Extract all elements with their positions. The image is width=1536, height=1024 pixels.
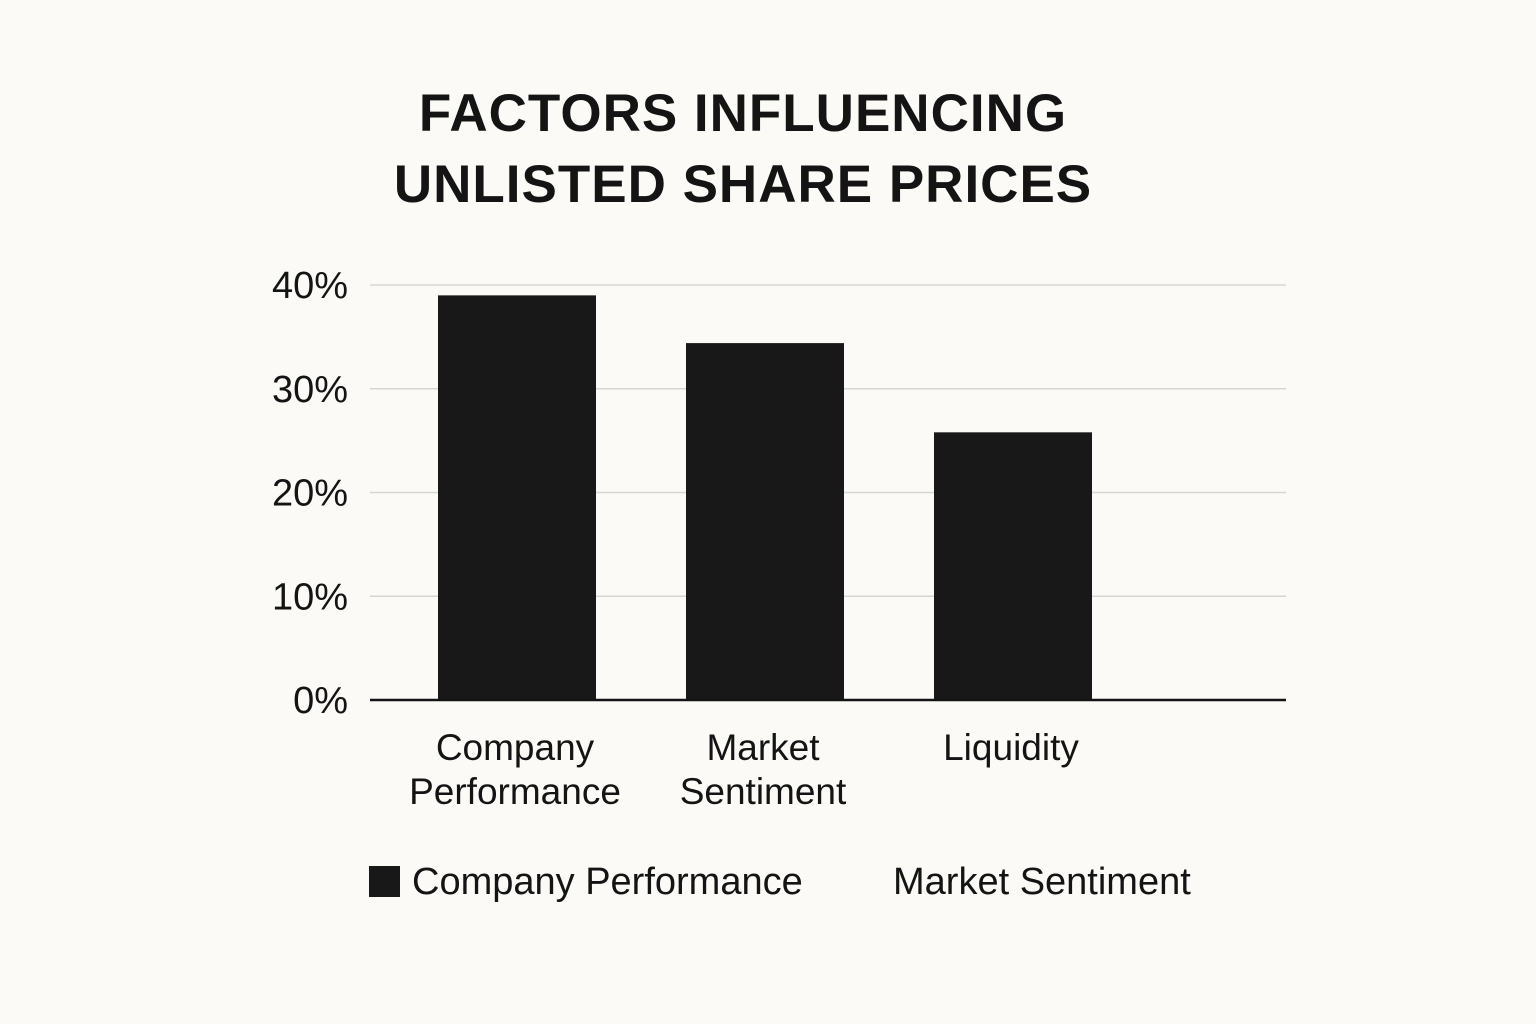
x-tick-label: Performance: [409, 771, 621, 812]
bar: [934, 432, 1092, 700]
bar: [438, 295, 596, 700]
chart-title-line-2: UNLISTED SHARE PRICES: [393, 155, 1093, 214]
y-tick-label: 30%: [272, 369, 348, 411]
legend-label-market-sentiment: Market Sentiment: [893, 861, 1191, 903]
y-tick-label: 40%: [272, 265, 348, 307]
legend-swatch-company-performance: [369, 866, 400, 897]
y-tick-label: 20%: [272, 473, 348, 515]
x-tick-label: Liquidity: [943, 727, 1079, 768]
bar: [686, 343, 844, 700]
x-tick-label: Sentiment: [680, 771, 847, 812]
y-tick-label: 10%: [272, 576, 348, 618]
chart-title-line-1: FACTORS INFLUENCING: [418, 84, 1068, 143]
legend-label-company-performance: Company Performance: [412, 861, 803, 903]
x-tick-label: Market: [706, 727, 820, 768]
x-tick-label: Company: [436, 727, 595, 768]
y-tick-label: 0%: [293, 680, 348, 722]
